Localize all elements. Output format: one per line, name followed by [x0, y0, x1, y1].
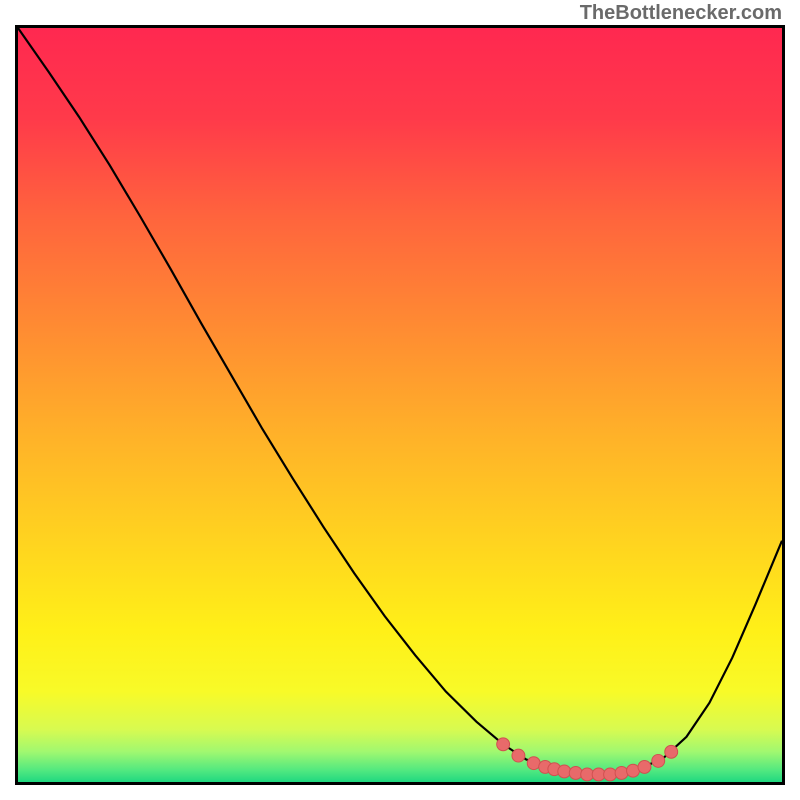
watermark-text: TheBottlenecker.com [580, 2, 782, 25]
marker-dot [497, 738, 510, 751]
marker-dot [627, 764, 640, 777]
marker-dot [569, 767, 582, 780]
marker-dot [512, 749, 525, 762]
curve-layer [18, 28, 782, 782]
chart-container: TheBottlenecker.com [0, 0, 800, 800]
plot-area [15, 25, 785, 785]
marker-dot [652, 754, 665, 767]
marker-dot [558, 765, 571, 778]
marker-dot [615, 767, 628, 780]
marker-dot [665, 745, 678, 758]
optimal-range-markers [497, 738, 678, 781]
bottleneck-curve [18, 28, 782, 774]
marker-dot [527, 757, 540, 770]
marker-dot [638, 760, 651, 773]
marker-dot [604, 768, 617, 781]
